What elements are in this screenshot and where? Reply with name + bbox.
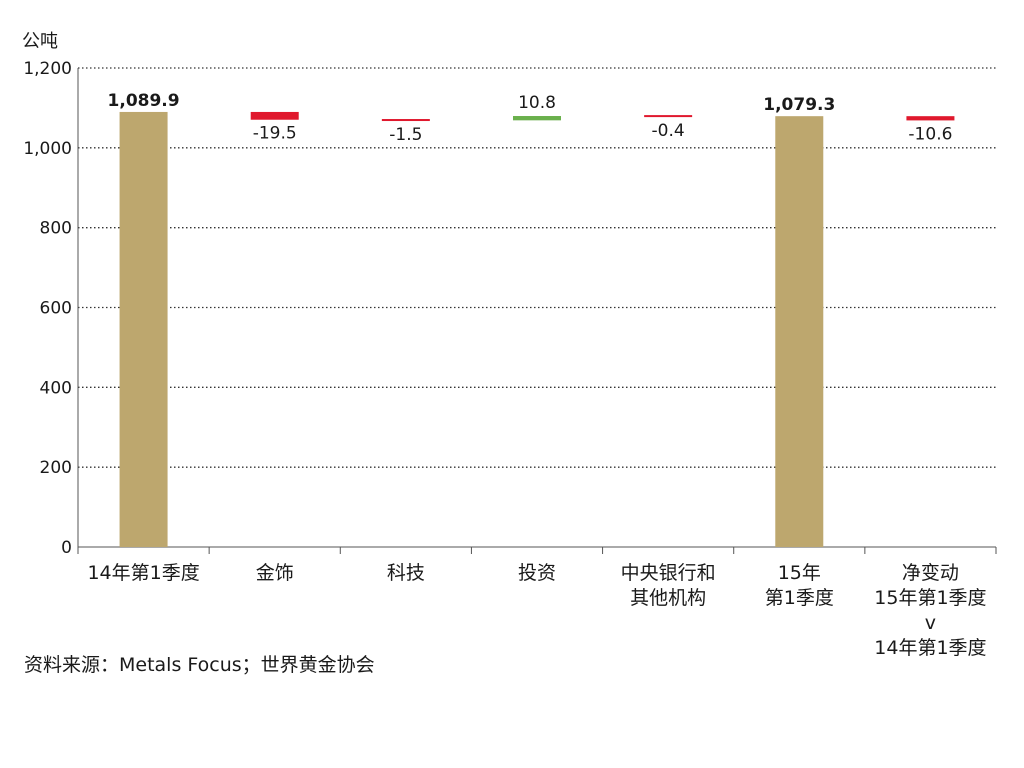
data-label: -1.5 [389,125,422,145]
y-tick-label: 600 [40,299,72,319]
axes: 0 200 400 600 800 1,000 1,200 [23,59,997,558]
data-label: -0.4 [652,121,685,141]
category-labels: 14年第1季度 金饰 科技 投资 中央银行和其他机构15年第1季度净变动15年第1季度v… [87,562,986,659]
y-tick-label: 400 [40,378,72,398]
y-tick-label: 0 [61,538,72,558]
category-label: 中央银行和 [621,562,716,584]
category-label: 第1季度 [765,587,834,609]
y-tick-label: 1,200 [23,59,72,79]
total-bar [775,116,824,547]
category-label: 净变动 [902,562,959,584]
y-tick-label: 1,000 [23,139,72,159]
category-label: 15年第1季度 [874,587,986,609]
change-bar [250,111,299,120]
data-labels: 1,089.9 -19.5 -1.5 10.8 -0.4 1,079.3 -10.6 [108,91,953,145]
y-axis-unit-label: 公吨 [22,31,58,52]
category-label: v [925,612,936,634]
category-label: 15年 [778,562,821,584]
source-note: 资料来源：Metals Focus；世界黄金协会 [24,654,375,676]
category-label: 科技 [387,562,425,584]
change-bar [381,119,430,122]
total-bar [119,111,168,548]
change-bar [513,116,561,121]
data-label: -19.5 [253,124,297,144]
data-label: 1,079.3 [763,95,835,115]
y-tick-label: 200 [40,458,72,478]
category-label: 14年第1季度 [87,562,199,584]
bars [119,111,955,548]
category-label: 14年第1季度 [874,637,986,659]
change-bar [906,116,955,121]
category-label: 金饰 [256,562,294,584]
data-label: -10.6 [908,124,952,144]
data-label: 1,089.9 [108,91,180,111]
gridlines [78,67,996,468]
category-label: 投资 [518,562,556,584]
y-tick-label: 800 [40,219,72,239]
category-label: 其他机构 [630,587,706,609]
data-label: 10.8 [518,93,556,113]
change-bar [644,115,693,118]
